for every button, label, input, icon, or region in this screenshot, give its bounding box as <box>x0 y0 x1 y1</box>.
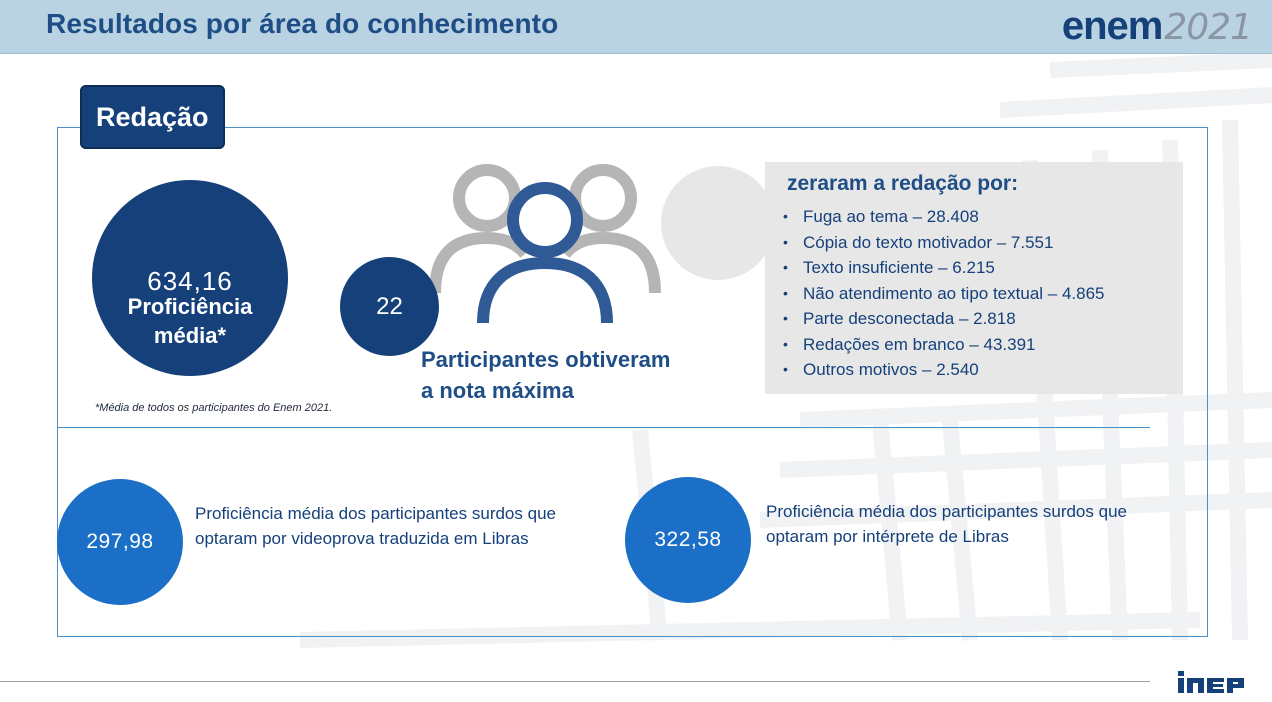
page-title: Resultados por área do conhecimento <box>46 8 559 39</box>
interprete-score-circle: 322,58 <box>625 477 751 603</box>
proficiency-circle: 634,16 Proficiência média* <box>92 180 288 376</box>
list-item: • Redações em branco – 43.391 <box>783 332 1105 358</box>
zeroed-item-text: Parte desconectada – 2.818 <box>803 309 1016 328</box>
bullet-icon: • <box>783 361 788 377</box>
bullet-icon: • <box>783 233 788 250</box>
zeroed-title: zeraram a redação por: <box>787 172 1019 195</box>
zeroed-list: • Fuga ao tema – 28.408 • Cópia do texto m… <box>783 204 1105 383</box>
footer-line <box>0 681 1150 682</box>
proficiency-label: Proficiência média* <box>92 292 288 350</box>
footnote: *Média de todos os participantes do Enem… <box>95 402 333 414</box>
bullet-icon: • <box>783 310 788 326</box>
zeroed-panel: zeraram a redação por: • Fuga ao tema – 2… <box>765 162 1183 394</box>
bullet-icon: • <box>783 259 788 275</box>
interprete-description: Proficiência média dos participantes sur… <box>766 499 1196 549</box>
bullet-icon: • <box>783 335 788 352</box>
max-score-label: Participantes obtiveram a nota máxima <box>421 344 721 406</box>
zeroed-item-text: Fuga ao tema – 28.408 <box>803 207 979 226</box>
interprete-score: 322,58 <box>654 528 722 551</box>
section-tab-redacao: Redação <box>80 85 225 149</box>
max-score-label-line2: a nota máxima <box>421 378 574 403</box>
list-item: • Cópia do texto motivador – 7.551 <box>783 230 1105 256</box>
logo-year: 2021 <box>1164 7 1253 48</box>
videoprova-description-line1: Proficiência média dos participantes sur… <box>195 504 556 523</box>
section-divider <box>57 427 1150 428</box>
max-score-count: 22 <box>376 292 403 320</box>
zeroed-item-text: Não atendimento ao tipo textual – 4.865 <box>803 283 1105 303</box>
proficiency-label-line1: Proficiência <box>127 294 253 319</box>
max-score-count-circle: 22 <box>340 257 439 356</box>
list-item: • Texto insuficiente – 6.215 <box>783 255 1105 281</box>
people-group-icon <box>429 164 661 324</box>
zeroed-item-text: Outros motivos – 2.540 <box>803 360 979 379</box>
zero-panel-circle <box>661 166 775 280</box>
zeroed-item-text: Redações em branco – 43.391 <box>803 334 1036 354</box>
videoprova-score: 297,98 <box>86 530 154 553</box>
section-tab-label: Redação <box>96 101 209 132</box>
header-bar: Resultados por área do conhecimento enem… <box>0 0 1272 54</box>
videoprova-description: Proficiência média dos participantes sur… <box>195 501 625 551</box>
proficiency-label-line2: média* <box>153 323 227 348</box>
zeroed-item-text: Cópia do texto motivador – 7.551 <box>803 232 1054 252</box>
list-item: • Parte desconectada – 2.818 <box>783 306 1105 332</box>
videoprova-description-line2: optaram por videoprova traduzida em Libr… <box>195 529 529 548</box>
inep-logo <box>1178 671 1244 693</box>
list-item: • Fuga ao tema – 28.408 <box>783 204 1105 230</box>
interprete-description-line2: optaram por intérprete de Libras <box>766 527 1009 546</box>
enem-logo: enem 2021 <box>1061 4 1253 50</box>
max-score-label-line1: Participantes obtiveram <box>421 347 671 372</box>
bullet-icon: • <box>783 284 788 301</box>
videoprova-score-circle: 297,98 <box>57 479 183 605</box>
bullet-icon: • <box>783 208 788 224</box>
logo-word: enem <box>1061 4 1163 48</box>
interprete-description-line1: Proficiência média dos participantes sur… <box>766 502 1127 521</box>
content-frame <box>57 127 1208 637</box>
list-item: • Não atendimento ao tipo textual – 4.865 <box>783 281 1105 307</box>
zeroed-item-text: Texto insuficiente – 6.215 <box>803 258 995 277</box>
list-item: • Outros motivos – 2.540 <box>783 357 1105 383</box>
proficiency-value: 634,16 <box>147 266 233 296</box>
